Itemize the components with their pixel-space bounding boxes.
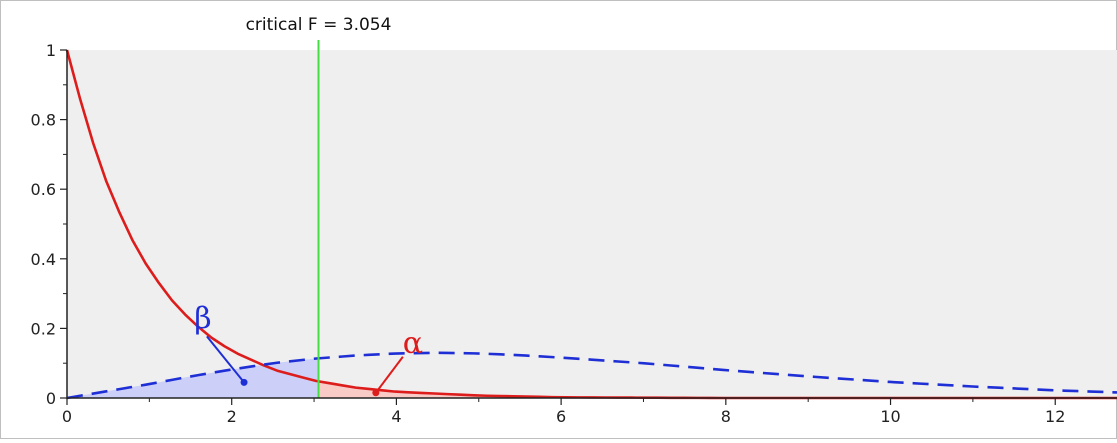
- alpha-pointer-line: [375, 356, 404, 394]
- y-tick-label: 0: [46, 389, 56, 408]
- alternative-distribution-curve: [66, 351, 1117, 400]
- beta-pointer-dot: [240, 378, 248, 386]
- shaded-region-alpha: [318, 381, 1117, 398]
- x-tick-label: 8: [721, 407, 731, 426]
- x-tick-label: 4: [391, 407, 401, 426]
- x-tick-label: 2: [227, 407, 237, 426]
- y-tick-label: 1: [46, 41, 56, 60]
- plot-background: [67, 50, 1117, 398]
- alpha-pointer-dot: [372, 389, 380, 397]
- x-tick-label: 6: [556, 407, 566, 426]
- y-tick-label: 0.6: [31, 180, 56, 199]
- y-tick-label: 0.4: [31, 250, 56, 269]
- x-tick-label: 12: [1045, 407, 1065, 426]
- alpha-label: α: [403, 326, 423, 361]
- x-tick-label: 10: [880, 407, 900, 426]
- axes: 00.20.40.60.810 2 4 6 8 10 12: [31, 41, 1117, 426]
- y-tick-label: 0.8: [31, 111, 56, 130]
- y-tick-label: 0.2: [31, 319, 56, 338]
- x-tick-label: 0: [62, 407, 72, 426]
- critical-value-label: critical F = 3.054: [246, 15, 392, 35]
- beta-label: β: [194, 301, 211, 336]
- annotations: βα: [194, 301, 423, 397]
- beta-pointer-line: [206, 335, 245, 383]
